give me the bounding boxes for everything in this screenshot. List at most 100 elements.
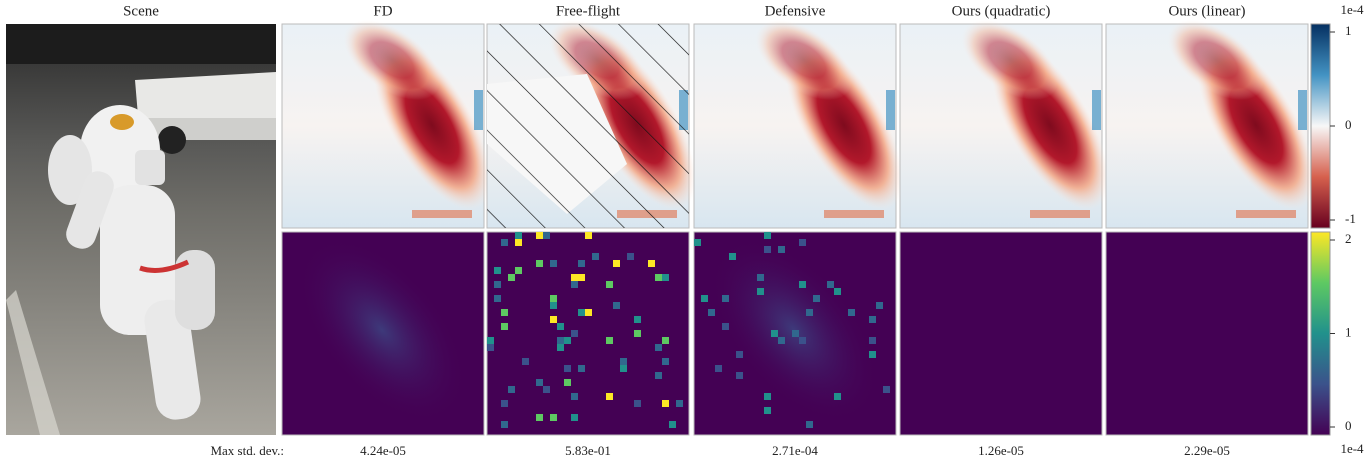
colorbar-tick-label: 0	[1345, 418, 1352, 433]
heatmap-cell	[869, 316, 876, 323]
heatmap-cell	[550, 316, 557, 323]
heatmap-cell	[662, 358, 669, 365]
footer-value: 1.26e-05	[978, 443, 1024, 458]
footer-value: 4.24e-05	[360, 443, 406, 458]
colorbar-viridis	[1310, 231, 1331, 436]
heatmap-cell	[550, 302, 557, 309]
heatmap-cell	[571, 274, 578, 281]
heatmap-cell	[736, 351, 743, 358]
heatmap-cell	[834, 393, 841, 400]
heatmap-cell	[757, 288, 764, 295]
heatmap-cell	[827, 281, 834, 288]
heatmap-cell	[613, 302, 620, 309]
heatmap-cell	[557, 337, 564, 344]
column-title: Free-flight	[556, 3, 621, 19]
heatmap-cell	[557, 323, 564, 330]
heatmap-cell	[536, 232, 543, 239]
heatmap-cell	[834, 288, 841, 295]
footer-label: Max std. dev.:	[210, 443, 284, 458]
heatmap-cell	[701, 295, 708, 302]
heatmap-cell	[799, 281, 806, 288]
heatmap-cell	[543, 386, 550, 393]
heatmap-cell	[848, 309, 855, 316]
heatmap-cell	[585, 232, 592, 239]
colorbar-rdbu	[1310, 23, 1331, 229]
heatmap-cell	[799, 337, 806, 344]
heatmap-cell	[536, 379, 543, 386]
heatmap-cell	[662, 337, 669, 344]
heatmap-edge	[1298, 90, 1307, 130]
heatmap-cell	[764, 246, 771, 253]
heatmap-cell	[515, 232, 522, 239]
heatmap-cell	[494, 295, 501, 302]
heatmap-blob	[1167, 20, 1265, 100]
heatmap-cell	[536, 260, 543, 267]
heatmap-cell	[536, 414, 543, 421]
column-title: Defensive	[765, 3, 826, 19]
colorbar-exponent: 1e-4	[1340, 2, 1364, 17]
heatmap-cell	[571, 281, 578, 288]
heatmap-cell	[764, 232, 771, 239]
heatmap-cell	[501, 239, 508, 246]
column-title: Ours (quadratic)	[952, 3, 1051, 19]
colorbar-tick-label: 1	[1345, 324, 1352, 339]
footer-value: 5.83e-01	[565, 443, 611, 458]
heatmap-cell	[613, 260, 620, 267]
heatmap-blob	[755, 20, 853, 100]
scene-image	[6, 24, 276, 435]
heatmap-cell	[620, 358, 627, 365]
heatmap-cell	[515, 239, 522, 246]
heatmap-cell	[634, 400, 641, 407]
heatmap-cell	[669, 421, 676, 428]
heatmap-bottom	[899, 231, 1103, 436]
panel	[693, 20, 903, 436]
heatmap-cell	[876, 302, 883, 309]
heatmap-glow	[297, 237, 467, 423]
heatmap-cell	[778, 246, 785, 253]
heatmap-cell	[487, 337, 494, 344]
heatmap-cell	[578, 365, 585, 372]
heatmap-cell	[648, 260, 655, 267]
heatmap-cell	[571, 330, 578, 337]
heatmap-cell	[592, 253, 599, 260]
heatmap-cell	[564, 365, 571, 372]
panel	[486, 20, 696, 436]
column-title: FD	[373, 3, 392, 19]
heatmap-cell	[585, 309, 592, 316]
colorbar-tick-label: 0	[1345, 117, 1352, 132]
heatmap-cell	[578, 260, 585, 267]
heatmap-cell	[578, 309, 585, 316]
heatmap-cell	[634, 330, 641, 337]
heatmap-cell	[494, 281, 501, 288]
footer-value: 2.29e-05	[1184, 443, 1230, 458]
colorbar-tick-label: 1	[1345, 23, 1352, 38]
heatmap-cell	[620, 365, 627, 372]
heatmap-cell	[501, 323, 508, 330]
heatmap-blob	[961, 20, 1059, 100]
heatmap-cell	[508, 274, 515, 281]
heatmap-cell	[564, 379, 571, 386]
heatmap-cell	[764, 407, 771, 414]
heatmap-cell	[508, 386, 515, 393]
heatmap-cell	[634, 316, 641, 323]
heatmap-cell	[564, 337, 571, 344]
colorbar-tick-label: -1	[1345, 211, 1356, 226]
heatmap-cell	[606, 337, 613, 344]
heatmap-cell	[501, 421, 508, 428]
heatmap-cell	[515, 267, 522, 274]
heatmap-cell	[550, 295, 557, 302]
heatmap-edge	[474, 90, 483, 130]
heatmap-cell	[501, 309, 508, 316]
heatmap-edge	[1092, 90, 1101, 130]
panel	[281, 20, 491, 436]
heatmap-cell	[676, 400, 683, 407]
column-title: Ours (linear)	[1168, 3, 1245, 19]
labels: Scene FD Free-flight Defensive Ours (quadrat…	[123, 2, 1364, 458]
heatmap-edge	[886, 90, 895, 130]
heatmap-cell	[627, 253, 634, 260]
heatmap-cell	[708, 309, 715, 316]
heatmap-cell	[806, 309, 813, 316]
heatmap-cell	[715, 365, 722, 372]
heatmap-cell	[557, 344, 564, 351]
